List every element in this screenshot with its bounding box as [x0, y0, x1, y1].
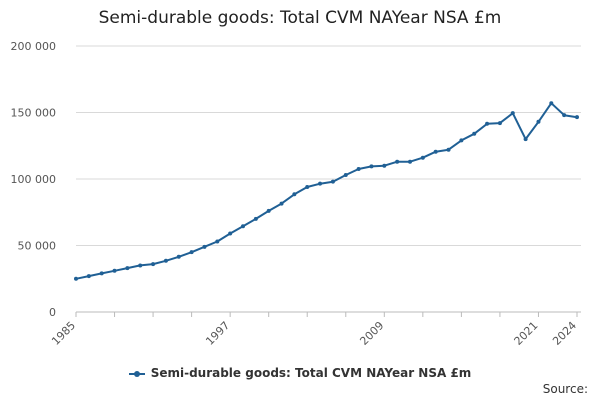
- data-point: [138, 263, 143, 268]
- legend-label: Semi-durable goods: Total CVM NAYear NSA…: [150, 366, 472, 380]
- data-point: [112, 268, 117, 273]
- data-point: [125, 266, 130, 271]
- data-point: [253, 216, 258, 221]
- data-point: [433, 149, 438, 154]
- x-axis-tick-labels: 1985 1997 2009 2021 2024: [49, 319, 579, 348]
- data-point: [292, 192, 297, 197]
- legend[interactable]: Semi-durable goods: Total CVM NAYear NSA…: [0, 366, 600, 380]
- data-point: [151, 262, 156, 267]
- data-point: [343, 173, 348, 178]
- data-point: [420, 155, 425, 160]
- x-tick-label: 1997: [203, 319, 232, 348]
- gridlines: [76, 45, 581, 246]
- data-point: [485, 121, 490, 126]
- legend-swatch: [128, 370, 145, 377]
- data-point: [99, 271, 104, 276]
- data-point: [318, 181, 323, 186]
- data-point: [497, 121, 502, 126]
- x-axis: [75, 311, 581, 317]
- data-point: [305, 184, 310, 189]
- data-series: [74, 101, 579, 281]
- data-point: [279, 201, 284, 206]
- data-point: [330, 179, 335, 184]
- data-point: [395, 159, 400, 164]
- y-tick-label: 50 000: [18, 240, 57, 253]
- data-point: [228, 231, 233, 236]
- data-point: [266, 208, 271, 213]
- data-point: [575, 115, 579, 120]
- series-line: [75, 102, 578, 280]
- x-tick-label: 1985: [49, 319, 78, 348]
- data-point: [86, 274, 91, 279]
- y-tick-label: 100 000: [11, 173, 57, 186]
- data-point: [459, 138, 464, 143]
- data-point: [549, 101, 554, 106]
- x-tick-label: 2009: [357, 319, 386, 348]
- x-tick-label: 2021: [512, 319, 541, 348]
- data-point: [562, 113, 567, 118]
- data-point: [510, 111, 515, 116]
- data-point: [215, 239, 220, 244]
- data-point: [472, 131, 477, 136]
- chart-title: Semi-durable goods: Total CVM NAYear NSA…: [98, 8, 502, 28]
- y-tick-label: 0: [49, 306, 56, 319]
- data-point: [408, 159, 412, 164]
- data-point: [202, 244, 207, 249]
- data-point: [369, 164, 374, 169]
- y-tick-label: 200 000: [11, 40, 57, 53]
- data-point: [163, 258, 168, 263]
- data-point: [189, 250, 194, 255]
- data-point: [382, 163, 387, 168]
- data-point: [446, 147, 451, 152]
- data-point: [523, 137, 528, 142]
- source-label: Source:: [542, 382, 588, 396]
- x-tick-label: 2024: [550, 319, 579, 348]
- data-point: [241, 224, 245, 229]
- data-point: [356, 167, 361, 172]
- data-point: [176, 254, 181, 259]
- data-point: [74, 276, 78, 281]
- y-tick-label: 150 000: [11, 107, 57, 120]
- data-point: [536, 119, 541, 124]
- y-axis-tick-labels: 0 50 000 100 000 150 000 200 000: [11, 40, 57, 319]
